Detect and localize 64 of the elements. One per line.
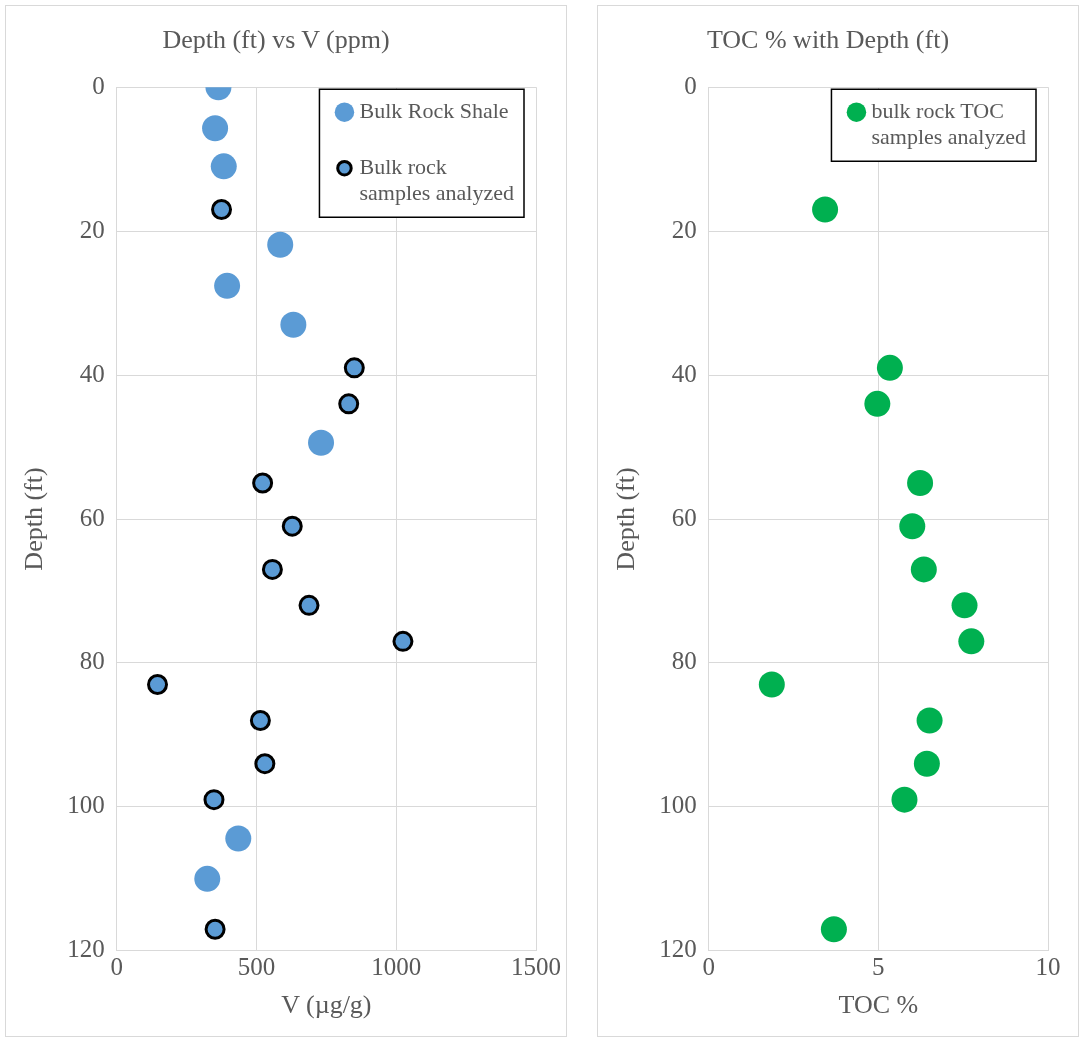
- point: [958, 628, 985, 655]
- x-tick-label: 5: [872, 953, 885, 981]
- point: [211, 199, 233, 221]
- x-tick-label: 0: [110, 953, 123, 981]
- point: [951, 592, 978, 619]
- point: [812, 196, 839, 223]
- point: [913, 750, 940, 777]
- y-tick-label: 60: [671, 503, 697, 531]
- point: [864, 390, 891, 417]
- point: [252, 472, 274, 494]
- point: [261, 558, 283, 580]
- point: [194, 865, 221, 892]
- y-axis-title: Depth (ft): [611, 467, 641, 571]
- y-tick-label: 40: [79, 359, 105, 387]
- y-tick-label: 20: [671, 215, 697, 243]
- point: [876, 354, 903, 381]
- point: [203, 789, 225, 811]
- x-axis-title: TOC %: [838, 990, 919, 1020]
- point: [267, 231, 294, 258]
- point: [210, 153, 237, 180]
- x-tick-label: 10: [1035, 953, 1061, 981]
- point: [338, 393, 360, 415]
- y-tick-label: 0: [92, 71, 105, 99]
- point: [820, 916, 847, 943]
- point: [147, 674, 169, 696]
- y-tick-label: 120: [67, 935, 105, 963]
- legend-label: Bulk Rock Shale: [359, 97, 509, 123]
- x-tick-label: 1000: [371, 953, 422, 981]
- point: [202, 115, 229, 142]
- point: [899, 513, 926, 540]
- point: [204, 918, 226, 940]
- point: [249, 710, 271, 732]
- point: [758, 671, 785, 698]
- point: [308, 429, 335, 456]
- x-tick-label: 500: [237, 953, 276, 981]
- x-axis-title: V (µg/g): [281, 990, 372, 1020]
- x-tick-label: 1500: [511, 953, 561, 981]
- point: [891, 786, 918, 813]
- y-axis-title: Depth (ft): [19, 467, 49, 571]
- y-tick-label: 80: [671, 647, 697, 675]
- point: [281, 515, 303, 537]
- point: [910, 556, 937, 583]
- chart-title: TOC % with Depth (ft): [706, 25, 950, 55]
- y-tick-label: 40: [671, 359, 697, 387]
- chart-title: Depth (ft) vs V (ppm): [162, 25, 390, 55]
- y-tick-label: 120: [659, 935, 697, 963]
- point: [343, 357, 365, 379]
- point: [907, 470, 934, 497]
- point: [392, 630, 414, 652]
- y-tick-label: 60: [79, 503, 105, 531]
- point: [916, 707, 943, 734]
- legend-label: Bulk rock samples analyzed: [359, 153, 515, 205]
- point: [298, 594, 320, 616]
- y-tick-label: 20: [79, 215, 105, 243]
- point: [225, 825, 252, 852]
- y-tick-label: 0: [684, 71, 697, 99]
- point: [214, 272, 241, 299]
- y-tick-label: 80: [79, 647, 105, 675]
- y-tick-label: 100: [659, 791, 697, 819]
- x-tick-label: 0: [702, 953, 715, 981]
- point: [280, 311, 307, 338]
- y-tick-label: 100: [67, 791, 105, 819]
- point: [254, 753, 276, 775]
- legend-label: bulk rock TOC samples analyzed: [871, 97, 1027, 149]
